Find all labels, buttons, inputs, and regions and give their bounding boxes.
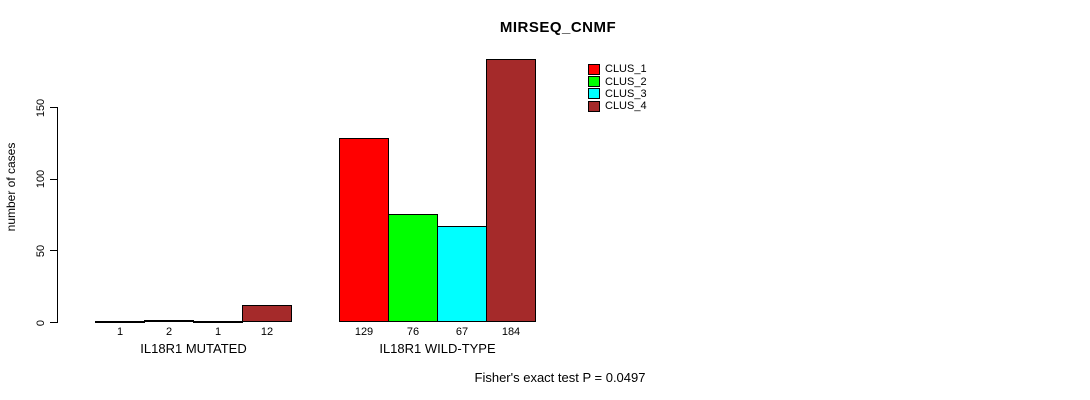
annotation-text: Fisher's exact test P = 0.0497	[474, 370, 646, 385]
legend-row: CLUS_1	[588, 63, 647, 75]
y-axis-tick-label: 150	[35, 98, 47, 117]
legend: CLUS_1 CLUS_2 CLUS_3 CLUS_4	[588, 63, 647, 113]
bar-clus_2-mutated	[144, 319, 194, 323]
bar-clus_3-wild-type	[437, 226, 487, 323]
bar-clus_4-wild-type	[486, 58, 536, 323]
y-axis-tick-label: 100	[35, 169, 47, 189]
bar-value-label: 67	[455, 326, 469, 338]
bar-value-label: 2	[165, 326, 173, 338]
legend-swatch-icon	[588, 88, 600, 100]
bar-clus_2-wild-type	[388, 213, 438, 323]
bar-value-label: 129	[354, 326, 374, 338]
bar-clus_3-mutated	[193, 320, 243, 323]
legend-label: CLUS_1	[605, 63, 647, 76]
bar-clus_1-wild-type	[339, 137, 389, 323]
y-axis-tick-label: 50	[35, 244, 47, 257]
legend-label: CLUS_3	[605, 87, 647, 100]
y-axis-tick	[50, 107, 57, 108]
legend-row: CLUS_3	[588, 88, 647, 100]
legend-swatch-icon	[588, 76, 600, 88]
y-axis-tick-label: 0	[35, 319, 47, 326]
y-axis-tick	[50, 322, 57, 323]
bar-value-label: 184	[501, 326, 521, 338]
y-axis-tick	[50, 250, 57, 252]
bar-value-label: 12	[260, 326, 274, 338]
group-label-mutated: IL18R1 MUTATED	[140, 341, 247, 356]
legend-swatch-icon	[588, 63, 600, 75]
bar-value-label: 1	[116, 326, 124, 338]
legend-row: CLUS_2	[588, 75, 647, 88]
legend-swatch-icon	[588, 100, 600, 112]
legend-label: CLUS_4	[605, 100, 647, 113]
bar-value-label: 1	[214, 326, 222, 338]
bar-value-label: 76	[406, 326, 420, 338]
y-axis-line	[57, 107, 58, 323]
y-axis-label: number of cases	[4, 142, 18, 232]
chart-title: MIRSEQ_CNMF	[499, 19, 617, 36]
y-axis-tick	[50, 178, 57, 180]
legend-label: CLUS_2	[605, 75, 647, 88]
legend-row: CLUS_4	[588, 100, 647, 112]
bar-clus_4-mutated	[242, 305, 292, 323]
bar-clus_1-mutated	[95, 320, 145, 323]
group-label-wild-type: IL18R1 WILD-TYPE	[379, 341, 496, 356]
